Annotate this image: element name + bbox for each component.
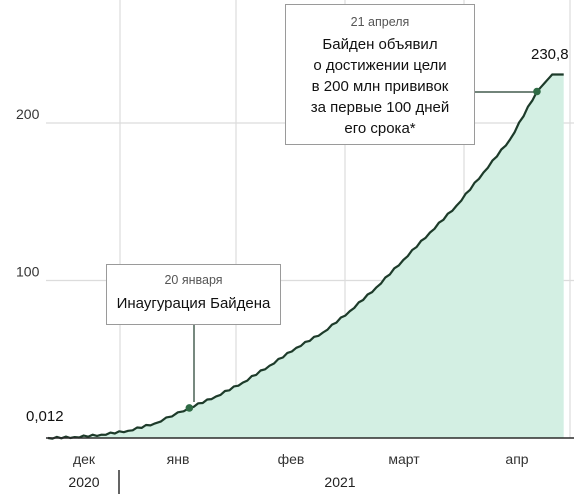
- annotation-marker: [533, 87, 541, 96]
- series-line: [47, 73, 564, 440]
- x-tick-label: фев: [278, 451, 305, 467]
- goal-callout: 21 апреля Байден объявил о достижении це…: [285, 4, 475, 145]
- goal-line-1: Байден объявил: [322, 36, 438, 53]
- year-label-2020: 2020: [68, 474, 99, 490]
- goal-line-4: за первые 100 дней: [310, 99, 450, 116]
- x-tick-label: апр: [505, 451, 528, 467]
- goal-line-5: его срока*: [344, 120, 416, 137]
- goal-line-2: о достижении цели: [313, 57, 447, 74]
- area-fill: [48, 74, 564, 439]
- inauguration-text: Инаугурация Байдена: [116, 295, 271, 312]
- year-labels: 2020 2021: [68, 470, 356, 494]
- y-tick-labels: 100 200: [16, 106, 40, 280]
- annotation-leaders: [193, 91, 540, 402]
- x-tick-label: дек: [73, 451, 96, 467]
- x-tick-labels: дек янв фев март апр: [73, 451, 529, 467]
- year-label-2021: 2021: [324, 474, 355, 490]
- end-value-label: 230,8: [531, 46, 569, 63]
- x-tick-label: март: [388, 451, 420, 467]
- inauguration-date: 20 января: [164, 273, 223, 287]
- goal-line-3: в 200 млн прививок: [311, 78, 449, 95]
- y-tick-label: 100: [16, 264, 40, 280]
- inauguration-callout: 20 января Инаугурация Байдена: [106, 264, 281, 325]
- goal-date: 21 апреля: [350, 15, 410, 29]
- start-value-label: 0,012: [26, 408, 64, 425]
- annotation-marker: [185, 404, 194, 412]
- x-tick-label: янв: [167, 451, 190, 467]
- annotation-markers: [185, 87, 541, 412]
- y-tick-label: 200: [16, 106, 40, 122]
